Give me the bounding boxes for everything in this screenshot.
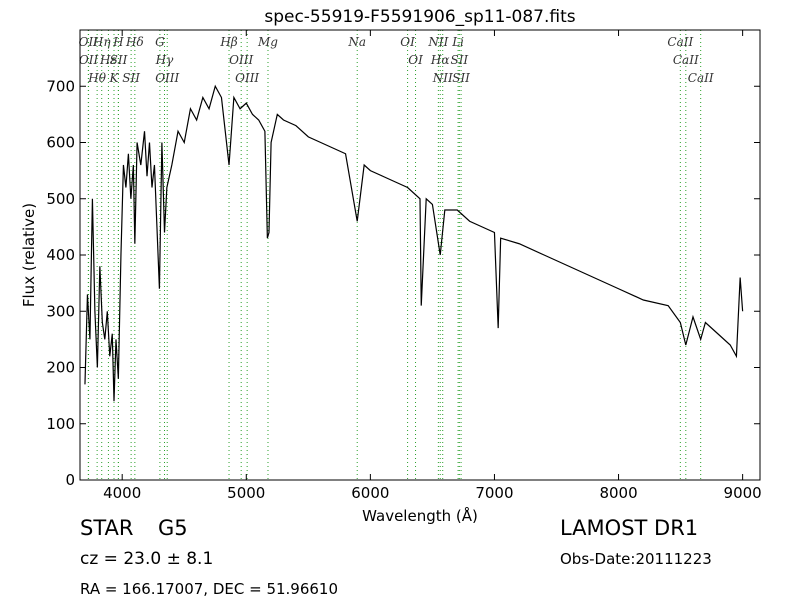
subclass: G5	[158, 516, 188, 540]
y-axis-label: Flux (relative)	[20, 203, 38, 307]
spectral-line-label: SII	[122, 71, 140, 85]
spectral-line-label: K	[109, 71, 120, 85]
x-tick-label: 7000	[475, 484, 513, 502]
spectral-line-label: Hδ	[125, 35, 144, 49]
chart-title: spec-55919-F5591906_sp11-087.fits	[264, 7, 575, 27]
y-tick-label: 0	[65, 471, 75, 489]
obs-date: Obs-Date:20111223	[560, 550, 712, 568]
spectral-line-label: Hθ	[87, 71, 106, 85]
spectral-line-label: Li	[451, 35, 464, 49]
spectral-line-label: NII	[427, 35, 448, 49]
spectral-line-label: OIII	[235, 71, 259, 85]
y-tick-label: 100	[46, 415, 75, 433]
spectral-line-label: OI	[408, 53, 423, 67]
spectral-line-label: OI	[400, 35, 415, 49]
y-tick-label: 500	[46, 190, 75, 208]
y-tick-label: 400	[46, 246, 75, 264]
coords: RA = 166.17007, DEC = 51.96610	[80, 580, 338, 598]
y-tick-label: 700	[46, 77, 75, 95]
redshift: cz = 23.0 ± 8.1	[80, 549, 213, 569]
y-tick-label: 200	[46, 359, 75, 377]
x-axis-label: Wavelength (Å)	[362, 506, 478, 525]
spectral-line-label: Hγ	[155, 53, 174, 67]
spectrum-line	[84, 84, 744, 402]
spectral-line-label: Hα	[430, 53, 450, 67]
spectral-line-label: SII	[110, 53, 128, 67]
x-tick-label: 8000	[599, 484, 637, 502]
spectral-line-label: Hη	[92, 35, 111, 49]
spectral-line-label: Hβ	[219, 35, 237, 49]
spectral-line-label: OIII	[155, 71, 179, 85]
spectral-line-label: OII	[79, 53, 99, 67]
spectral-line-label: Na	[347, 35, 366, 49]
spectral-line-label: Mg	[257, 35, 278, 49]
spectral-line-label: SII	[452, 71, 470, 85]
class: STAR	[80, 516, 133, 540]
spectral-line-label: NII	[432, 71, 453, 85]
survey: LAMOST DR1	[560, 516, 698, 540]
x-tick-label: 5000	[227, 484, 265, 502]
y-tick-label: 300	[46, 302, 75, 320]
spectral-line-label: CaII	[688, 71, 714, 85]
spectral-line-label: CaII	[667, 35, 693, 49]
y-tick-label: 600	[46, 134, 75, 152]
x-tick-label: 6000	[351, 484, 389, 502]
spectral-line-label: Hε	[99, 53, 117, 67]
spectral-line-label: CaII	[673, 53, 699, 67]
spectral-line-label: OIII	[229, 53, 253, 67]
spectral-line-label: SII	[450, 53, 468, 67]
spectral-line-label: G	[155, 35, 165, 49]
x-tick-label: 9000	[724, 484, 762, 502]
x-tick-label: 4000	[103, 484, 141, 502]
